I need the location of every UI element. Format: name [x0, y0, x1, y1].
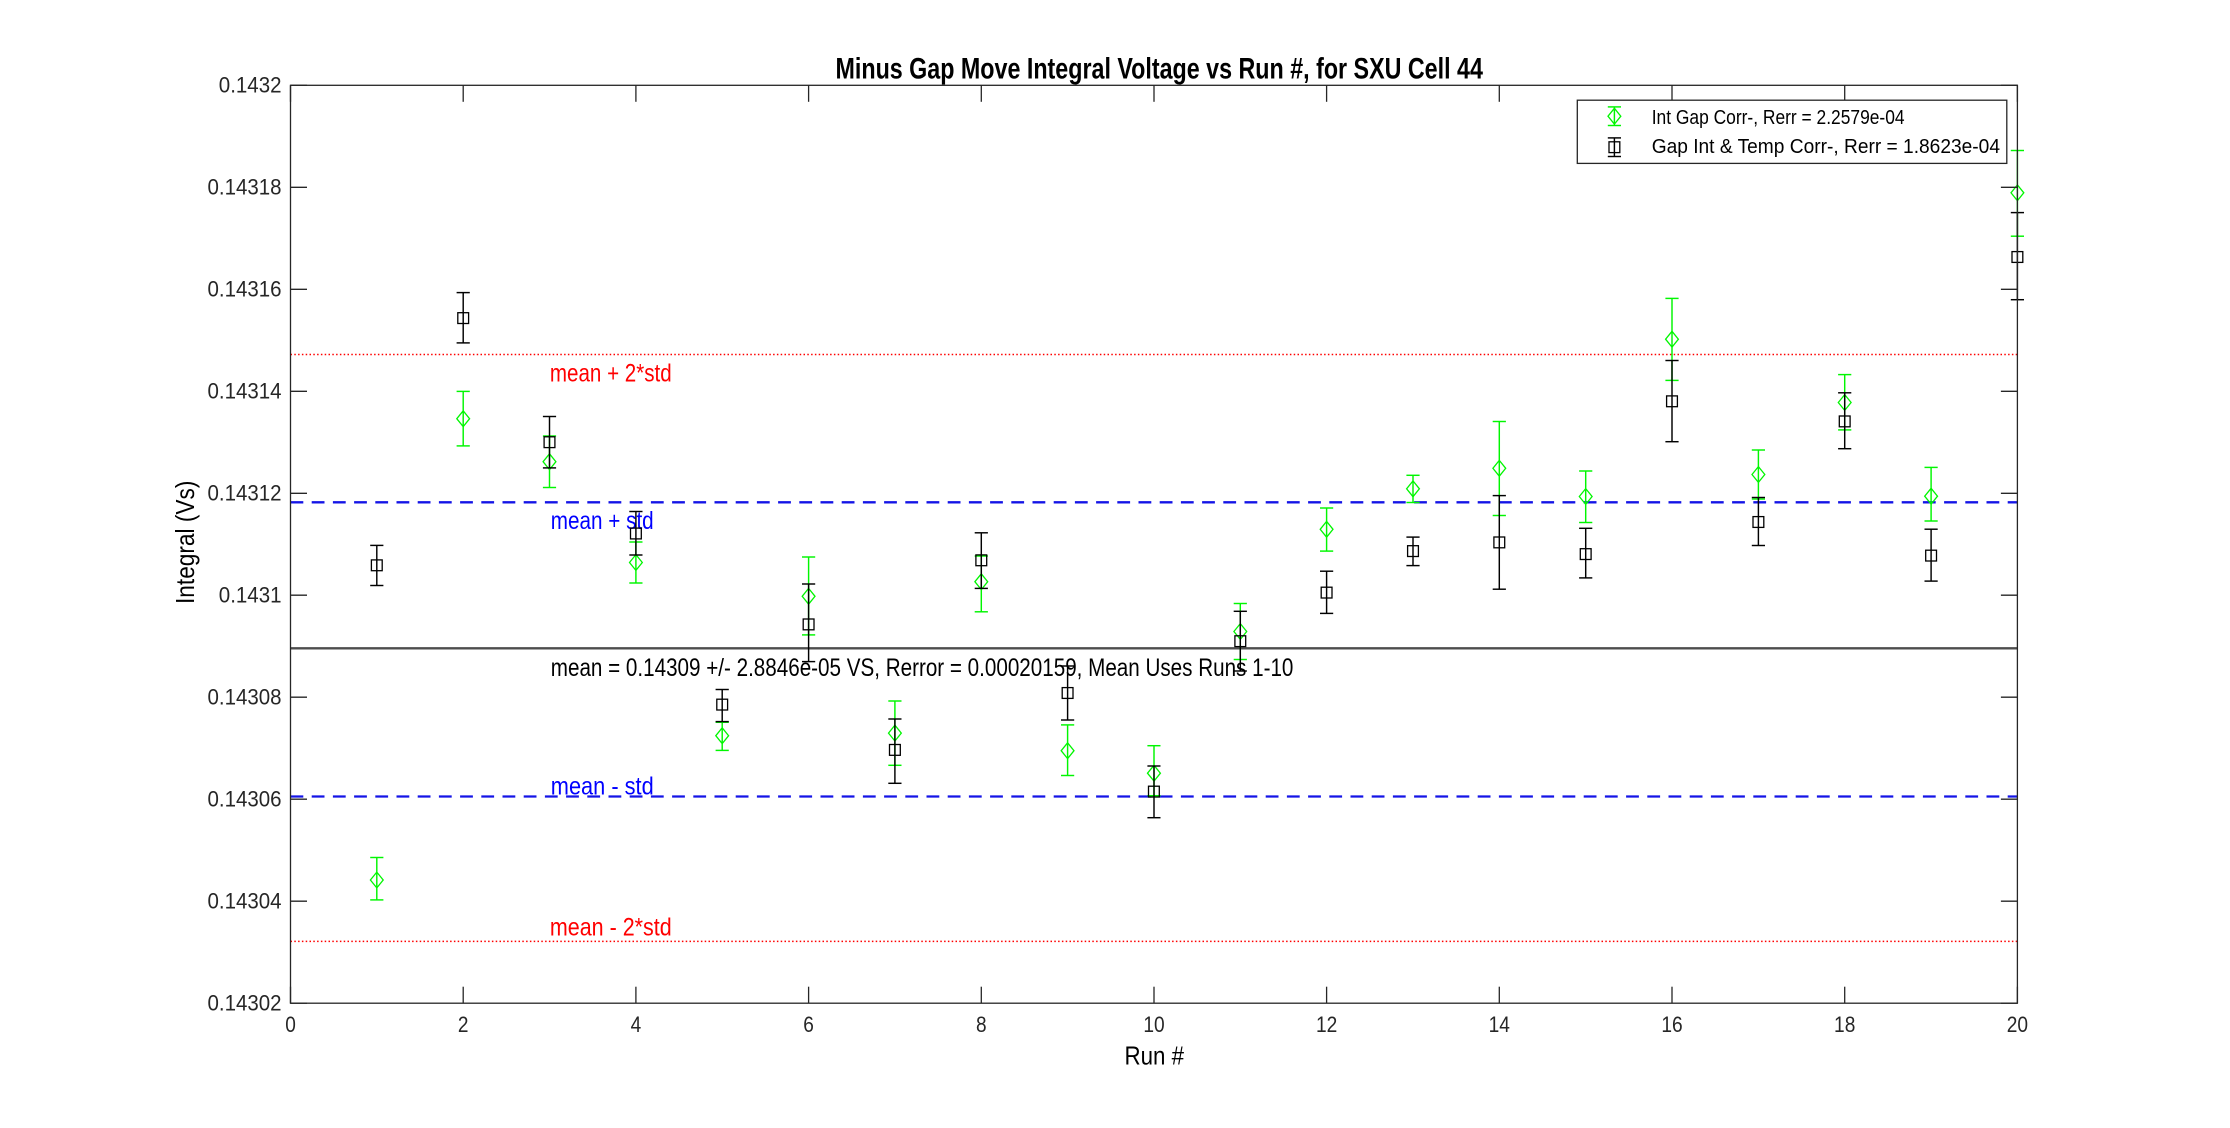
svg-text:10: 10: [1143, 1012, 1164, 1037]
svg-text:Run #: Run #: [1125, 1041, 1185, 1071]
svg-text:14: 14: [1489, 1012, 1510, 1037]
svg-text:mean = 0.14309 +/- 2.8846e-05: mean = 0.14309 +/- 2.8846e-05 VS, Rerror…: [551, 654, 1294, 682]
svg-text:18: 18: [1834, 1012, 1855, 1037]
svg-text:0.14308: 0.14308: [208, 685, 282, 710]
svg-text:mean - 2*std: mean - 2*std: [550, 914, 672, 942]
svg-text:Minus Gap Move Integral Voltag: Minus Gap Move Integral Voltage vs Run #…: [836, 52, 1484, 85]
svg-text:0.1432: 0.1432: [219, 73, 282, 98]
svg-text:20: 20: [2007, 1012, 2028, 1037]
svg-text:0.14312: 0.14312: [208, 481, 282, 506]
svg-text:2: 2: [458, 1012, 469, 1037]
svg-text:Gap Int & Temp Corr-, Rerr = 1: Gap Int & Temp Corr-, Rerr = 1.8623e-04: [1652, 136, 2000, 158]
svg-text:16: 16: [1661, 1012, 1682, 1037]
svg-text:0: 0: [285, 1012, 296, 1037]
svg-text:0.14306: 0.14306: [208, 787, 282, 812]
svg-text:4: 4: [631, 1012, 642, 1037]
svg-text:mean + 2*std: mean + 2*std: [550, 360, 672, 388]
svg-text:0.14318: 0.14318: [208, 175, 282, 200]
svg-text:0.14302: 0.14302: [208, 991, 282, 1016]
svg-text:Int Gap Corr-, Rerr = 2.2579e-: Int Gap Corr-, Rerr = 2.2579e-04: [1652, 107, 1905, 129]
svg-text:mean - std: mean - std: [551, 773, 654, 801]
svg-text:Integral (Vs): Integral (Vs): [170, 481, 200, 604]
svg-text:6: 6: [803, 1012, 814, 1037]
svg-text:0.14314: 0.14314: [208, 379, 282, 404]
svg-text:8: 8: [976, 1012, 987, 1037]
svg-text:0.14304: 0.14304: [208, 889, 282, 914]
svg-text:0.1431: 0.1431: [219, 583, 282, 608]
svg-text:12: 12: [1316, 1012, 1337, 1037]
svg-text:0.14316: 0.14316: [208, 277, 282, 302]
